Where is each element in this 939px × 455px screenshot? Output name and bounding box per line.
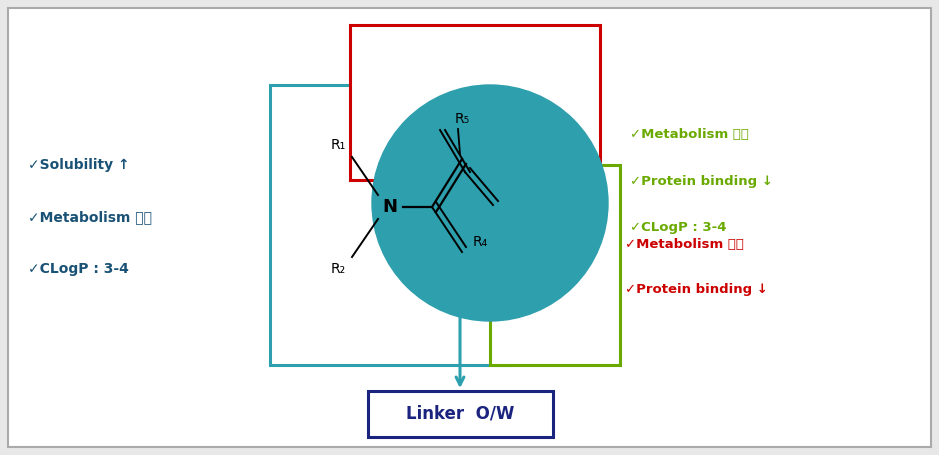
Text: R₂: R₂ xyxy=(331,262,346,276)
Text: R₅: R₅ xyxy=(454,112,470,126)
Text: ✓Protein binding ↓: ✓Protein binding ↓ xyxy=(630,175,773,187)
Text: ✓Protein binding ↓: ✓Protein binding ↓ xyxy=(625,283,768,295)
Circle shape xyxy=(372,85,608,321)
Text: N: N xyxy=(382,198,397,216)
Text: ✓Metabolism 방지: ✓Metabolism 방지 xyxy=(630,128,749,142)
Text: Linker  O/W: Linker O/W xyxy=(407,405,515,423)
Bar xyxy=(350,25,600,180)
Text: ✓CLogP : 3-4: ✓CLogP : 3-4 xyxy=(28,262,129,276)
Text: R₄: R₄ xyxy=(472,235,487,249)
Bar xyxy=(490,165,620,365)
Text: ✓Metabolism 방지: ✓Metabolism 방지 xyxy=(625,238,744,252)
Text: ✓CLogP : 3-4: ✓CLogP : 3-4 xyxy=(630,221,727,233)
Bar xyxy=(270,85,510,365)
Text: R₁: R₁ xyxy=(331,138,346,152)
Text: ✓Solubility ↑: ✓Solubility ↑ xyxy=(28,158,130,172)
Text: ✓Metabolism 방지: ✓Metabolism 방지 xyxy=(28,210,152,224)
Bar xyxy=(368,391,553,437)
